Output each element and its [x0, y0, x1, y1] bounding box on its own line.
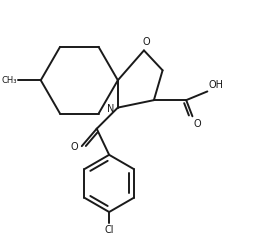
Text: CH₃: CH₃ [2, 76, 17, 85]
Text: OH: OH [209, 80, 224, 90]
Text: O: O [70, 142, 78, 152]
Text: N: N [107, 104, 114, 114]
Text: O: O [143, 37, 150, 47]
Text: Cl: Cl [104, 225, 114, 235]
Text: O: O [194, 119, 201, 129]
